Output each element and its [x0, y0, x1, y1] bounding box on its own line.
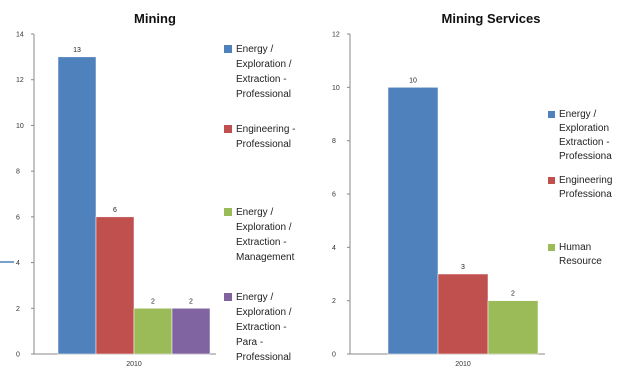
data-label: 2	[151, 298, 155, 305]
legend-label: Engineering -	[236, 124, 295, 135]
legend-label: Professional	[236, 139, 291, 150]
legend-label: Management	[236, 252, 295, 263]
y-ticks: 0 2 4 6 8 10 12	[332, 32, 350, 359]
bar	[57, 56, 97, 355]
legend-label: Exploration /	[236, 222, 292, 233]
legend-label: Energy /	[236, 207, 273, 218]
legend-label: Exploration	[559, 123, 609, 134]
y-tick-label: 10	[332, 85, 340, 92]
y-tick-label: 6	[332, 192, 336, 199]
legend-swatch	[224, 208, 232, 216]
legend-label: Professional	[236, 352, 291, 363]
chart-title: Mining	[134, 11, 176, 26]
y-tick-label: 14	[16, 32, 24, 39]
legend-label: Engineering	[559, 175, 612, 186]
legend-label: Professiona	[559, 189, 612, 200]
chart-mining-services: Mining Services 0 2 4 6 8 10 12 10 3 2 2010 Ener…	[332, 11, 612, 367]
legend-label: Professiona	[559, 151, 612, 162]
legend-swatch	[548, 111, 555, 118]
y-tick-label: 8	[16, 169, 20, 176]
y-ticks: 0 2 4 6 8 10 12 14	[16, 32, 34, 359]
data-label: 6	[113, 207, 117, 214]
legend: Energy / Exploration / Extraction - Profess…	[224, 44, 295, 363]
chart-mining: Mining 0 2 4 6 8 10 12 14 13 6 2 2 2010 Energy / Ex…	[16, 11, 295, 367]
data-label: 2	[189, 298, 193, 305]
bar	[133, 308, 173, 355]
legend-swatch	[224, 45, 232, 53]
y-tick-label: 4	[16, 260, 20, 267]
y-tick-label: 10	[16, 123, 24, 130]
legend-label: Extraction -	[559, 137, 610, 148]
legend-item: Human Resource	[548, 242, 602, 267]
data-label: 13	[73, 47, 81, 54]
bar	[95, 216, 135, 355]
legend-item: Engineering - Professional	[224, 124, 295, 150]
legend-label: Extraction -	[236, 74, 287, 85]
data-label: 10	[409, 77, 417, 84]
y-tick-label: 2	[16, 306, 20, 313]
y-tick-label: 2	[332, 298, 336, 305]
legend-swatch	[224, 125, 232, 133]
legend-item: Energy / Exploration / Extraction - Para - P…	[224, 292, 292, 363]
legend-label: Human	[559, 242, 591, 253]
bars: 13 6 2 2	[57, 47, 211, 355]
legend-label: Professional	[236, 89, 291, 100]
y-tick-label: 8	[332, 138, 336, 145]
legend-label: Exploration /	[236, 59, 292, 70]
legend-label: Resource	[559, 256, 602, 267]
y-tick-label: 4	[332, 245, 336, 252]
x-tick-label: 2010	[455, 361, 471, 367]
legend-label: Energy /	[236, 44, 273, 55]
legend-item: Energy / Exploration / Extraction - Managem…	[224, 207, 295, 263]
y-tick-label: 6	[16, 214, 20, 221]
legend-label: Para -	[236, 337, 263, 348]
legend-label: Energy /	[559, 109, 596, 120]
y-tick-label: 12	[332, 32, 340, 39]
legend-item: Engineering Professiona	[548, 175, 612, 200]
legend-swatch	[548, 244, 555, 251]
data-label: 3	[461, 264, 465, 271]
legend: Energy / Exploration Extraction - Professio…	[548, 109, 612, 267]
legend-swatch	[548, 177, 555, 184]
legend-label: Extraction -	[236, 237, 287, 248]
chart-title: Mining Services	[442, 11, 541, 26]
y-tick-label: 12	[16, 77, 24, 84]
bar	[171, 308, 211, 355]
x-tick-label: 2010	[126, 361, 142, 367]
bar	[437, 273, 489, 355]
legend-label: Energy /	[236, 292, 273, 303]
legend-item: Energy / Exploration Extraction - Professio…	[548, 109, 612, 162]
y-tick-label: 0	[332, 352, 336, 359]
legend-swatch	[224, 293, 232, 301]
legend-item: Energy / Exploration / Extraction - Profess…	[224, 44, 292, 100]
bar	[387, 87, 439, 355]
bars: 10 3 2	[387, 77, 539, 355]
y-tick-label: 0	[16, 352, 20, 359]
bar	[487, 300, 539, 355]
data-label: 2	[511, 291, 515, 298]
legend-label: Exploration /	[236, 307, 292, 318]
legend-label: Extraction -	[236, 322, 287, 333]
